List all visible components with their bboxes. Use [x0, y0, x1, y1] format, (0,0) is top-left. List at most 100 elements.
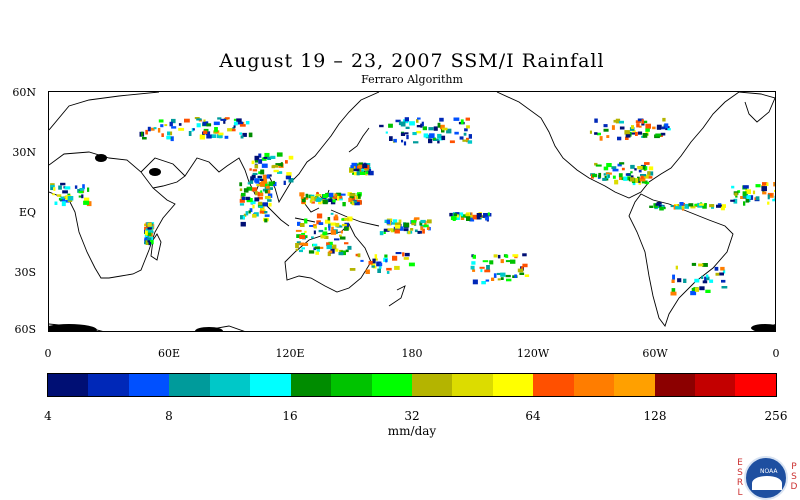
rain-cell-639	[512, 254, 519, 257]
rain-cell-910	[288, 178, 294, 183]
colorbar-label-32: 32	[404, 409, 420, 423]
rain-cell-131	[331, 226, 334, 232]
rain-cell-177	[347, 216, 353, 222]
rain-cell-281	[379, 231, 384, 236]
rain-cell-67	[147, 222, 152, 227]
rain-cell-872	[683, 278, 687, 283]
rain-cell-786	[213, 121, 220, 126]
rain-cell-157	[330, 244, 337, 250]
rain-cell-76	[267, 187, 273, 190]
rain-cell-284	[390, 228, 395, 233]
rain-cell-173	[324, 219, 331, 224]
rain-cell-637	[510, 259, 516, 264]
rain-cell-121	[258, 201, 263, 206]
rain-cell-175	[295, 248, 298, 251]
rain-cell-753	[401, 139, 404, 143]
rain-cell-888	[286, 172, 292, 177]
rain-cell-808	[214, 130, 220, 134]
colorbar-label-8: 8	[165, 409, 173, 423]
rain-cell-97	[250, 200, 256, 205]
rain-cell-921	[270, 155, 276, 159]
rain-cell-503	[716, 204, 722, 208]
rain-cell-106	[252, 214, 257, 218]
rain-cell-684	[625, 136, 629, 140]
rain-cell-706	[594, 118, 598, 123]
rain-cell-490	[649, 205, 653, 208]
rain-cell-465	[595, 164, 602, 167]
rain-cell-549	[734, 192, 738, 196]
rain-cell-195	[341, 218, 346, 221]
rain-cell-562	[82, 184, 85, 190]
rain-cell-653	[403, 257, 409, 260]
rain-cell-317	[426, 226, 430, 230]
rain-cell-826	[233, 125, 236, 128]
rain-cell-204	[295, 243, 299, 248]
rain-cell-138	[318, 246, 324, 249]
rain-cell-636	[480, 269, 483, 273]
rain-cell-130	[335, 248, 339, 252]
rain-cell-581	[86, 201, 92, 207]
rain-cell-458	[640, 165, 646, 170]
rain-cell-148	[320, 234, 326, 239]
rain-cell-398	[457, 212, 462, 215]
rain-cell-412	[487, 212, 490, 216]
rain-cell-357	[355, 164, 358, 170]
rain-cell-324	[411, 220, 417, 223]
rain-cell-101	[243, 213, 247, 217]
rain-cell-610	[497, 278, 501, 281]
rain-cell-845	[206, 123, 212, 127]
rain-cell-598	[60, 196, 65, 200]
rain-cell-882	[261, 157, 267, 161]
rain-cell-501	[658, 204, 665, 208]
rain-cell-865	[690, 291, 697, 296]
rain-cell-525	[737, 190, 741, 193]
rain-cell-791	[248, 132, 253, 138]
rain-cell-790	[196, 123, 201, 128]
rain-cell-278	[334, 193, 338, 197]
rain-cell-429	[632, 181, 636, 186]
rain-cell-142	[313, 225, 317, 229]
colorbar-swatch-16	[695, 374, 736, 396]
rain-cell-73	[251, 187, 257, 192]
rain-cell-153	[316, 248, 320, 252]
rain-cell-184	[312, 243, 318, 246]
rain-cell-308	[413, 218, 417, 222]
rain-cell-659	[408, 262, 415, 267]
rain-cell-713	[594, 132, 598, 135]
rain-cell-161	[299, 223, 305, 227]
colorbar-swatch-12	[533, 374, 574, 396]
rain-cell-476	[640, 174, 646, 177]
rain-cell-569	[78, 195, 83, 198]
rain-cell-899	[257, 175, 262, 178]
rain-cell-841	[214, 127, 218, 132]
rain-cell-180	[334, 238, 340, 241]
rain-cell-266	[342, 202, 346, 207]
rain-cell-169	[330, 222, 336, 226]
rain-cell-70	[257, 196, 263, 200]
rain-cell-887	[288, 155, 294, 160]
rain-cell-198	[344, 217, 350, 221]
rain-cell-160	[328, 225, 331, 231]
rain-cell-77	[239, 203, 245, 206]
rain-cell-775	[405, 126, 410, 129]
rain-cell-311	[403, 228, 409, 232]
lon-label-60w: 60W	[642, 347, 668, 360]
rain-cell-750	[439, 124, 445, 130]
rain-cell-547	[745, 198, 750, 203]
rain-cell-740	[379, 124, 384, 128]
colorbar-swatch-15	[654, 374, 695, 396]
rain-cell-113	[254, 197, 260, 202]
rain-cell-784	[242, 132, 247, 137]
rain-cell-273	[315, 194, 322, 197]
rain-cell-689	[624, 130, 630, 135]
rain-cell-353	[352, 166, 359, 171]
lat-label-30s: 30S	[14, 266, 36, 279]
rain-cell-193	[327, 217, 331, 221]
rain-cell-129	[260, 190, 263, 193]
rain-cell-718	[618, 120, 624, 124]
rain-cell-852	[699, 286, 705, 291]
rain-cell-535	[730, 199, 735, 202]
colorbar-swatch-1	[88, 374, 129, 396]
rain-cell-642	[376, 261, 382, 267]
rain-cell-880	[258, 153, 262, 158]
